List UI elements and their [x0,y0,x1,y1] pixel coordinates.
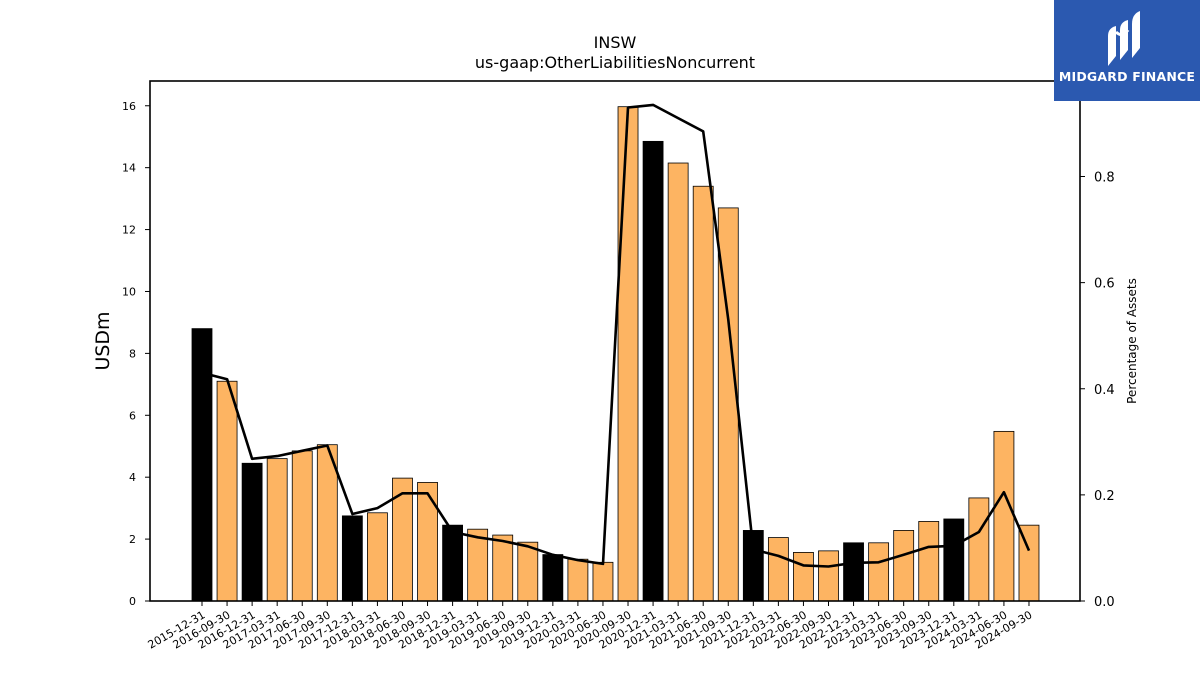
y-axis-label: USDm [92,311,114,370]
y2-tick-label: 0.4 [1094,383,1115,398]
y2-axis-label: Percentage of Assets [1125,278,1139,404]
bar-2022-12-31 [843,542,864,602]
line-series [201,103,1031,568]
bar-2022-06-30 [793,552,814,602]
logo-mark-icon [1108,11,1140,66]
bar-2023-06-30 [893,530,915,602]
bar-2017-03-31 [266,458,288,602]
bar-2019-09-30 [517,541,539,602]
bar-2022-09-30 [818,550,839,602]
bar-2016-12-31 [241,462,263,602]
bar-series [191,106,1040,602]
y2-tick-label: 0.2 [1094,489,1115,504]
y-tick-label: 6 [129,409,136,422]
bar-2017-12-31 [341,515,363,602]
bar-2021-06-30 [692,185,714,602]
y2-tick-label: 0.8 [1094,171,1115,186]
bar-2023-12-31 [943,518,965,602]
y-tick-label: 8 [129,347,136,360]
y-tick-label: 0 [129,595,136,608]
bar-2016-09-30 [216,380,238,602]
bar-2024-03-31 [968,497,990,602]
y2-tick-label: 0.0 [1094,595,1115,610]
bar-2022-03-31 [767,537,789,602]
y-tick-label: 16 [122,100,136,113]
axes: 02468101214160.00.20.40.60.82015-12-3120… [122,80,1115,652]
chart-subtitle: us-gaap:OtherLiabilitiesNoncurrent [475,53,755,72]
brand-logo: MIDGARD FINANCE [1054,0,1200,101]
bar-2018-12-31 [442,524,464,602]
bar-2019-03-31 [467,528,489,602]
bar-2021-03-31 [667,162,689,602]
bar-2023-09-30 [918,521,940,602]
percentage-line [201,103,1031,568]
y-tick-label: 12 [122,224,136,237]
bar-2018-03-31 [367,512,388,602]
y2-tick-label: 0.6 [1094,277,1115,292]
plot-frame [149,80,1081,602]
y-tick-label: 14 [122,162,136,175]
bar-2019-06-30 [492,534,514,602]
brand-name: MIDGARD FINANCE [1058,69,1196,84]
bar-2020-06-30 [592,561,614,602]
bar-2023-03-31 [868,542,890,602]
bar-2015-12-31 [191,328,213,602]
bar-2020-03-31 [567,558,589,602]
bar-2020-09-30 [617,106,639,602]
bar-2018-09-30 [417,482,438,602]
y-tick-label: 2 [129,533,136,546]
chart-title: INSW [594,33,637,52]
bar-2024-06-30 [993,430,1015,602]
bar-2019-12-31 [542,554,564,602]
y-tick-label: 10 [122,285,136,298]
bar-2017-06-30 [291,450,313,602]
y-tick-label: 4 [129,471,136,484]
bar-2020-12-31 [642,140,664,602]
